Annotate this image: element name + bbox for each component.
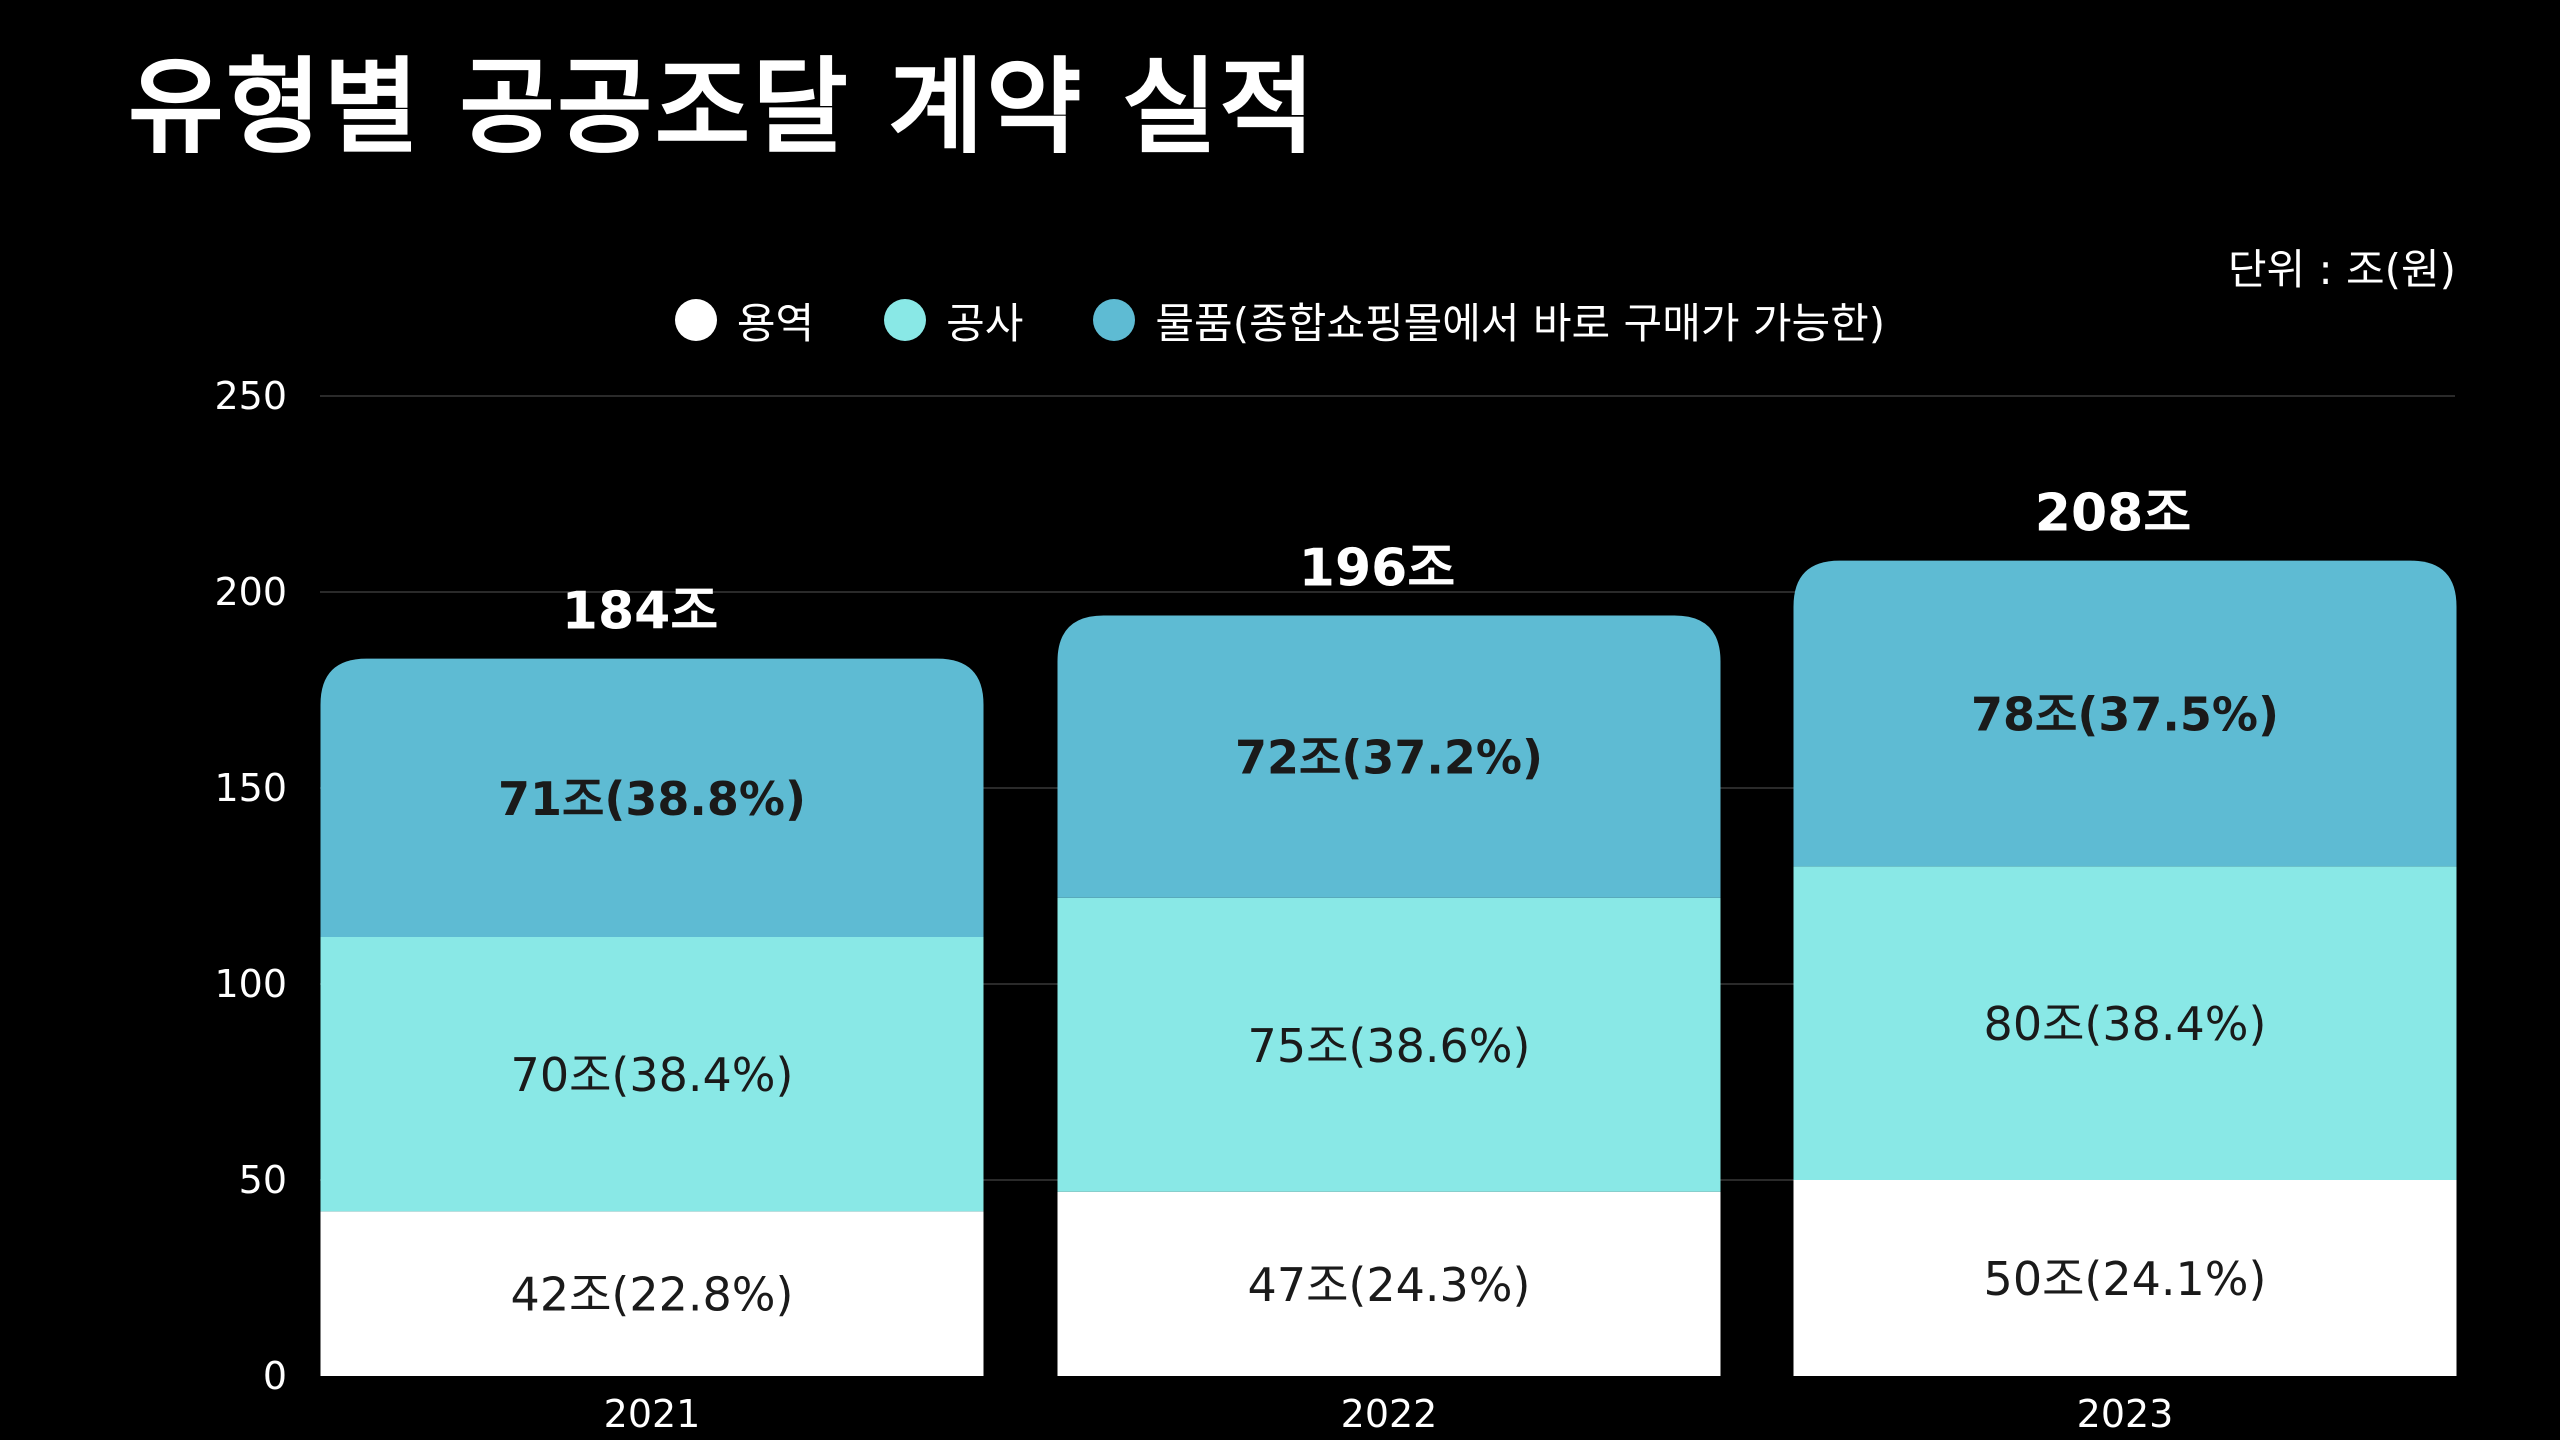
legend-swatch-goods bbox=[1093, 299, 1136, 341]
bar-segment bbox=[1057, 897, 1721, 1192]
y-tick-label: 100 bbox=[214, 962, 287, 1006]
data-label: 71조(38.8%) bbox=[498, 772, 806, 826]
bar-segment bbox=[320, 936, 984, 1212]
bar-segment bbox=[1793, 1180, 2457, 1376]
unit-label: 단위 : 조(원) bbox=[2227, 245, 2456, 294]
legend-item-construction: 공사 bbox=[884, 290, 1023, 351]
legend-swatch-construction bbox=[884, 299, 927, 341]
chart-legend: 용역 공사 물품(종합쇼핑몰에서 바로 구매가 가능한) bbox=[0, 290, 2560, 350]
legend-swatch-service bbox=[674, 299, 717, 341]
data-label: 47조(24.3%) bbox=[1248, 1258, 1531, 1312]
legend-label-service: 용역 bbox=[736, 298, 815, 348]
bar-segment bbox=[1057, 615, 1721, 898]
bar-segment bbox=[320, 1211, 984, 1376]
bar-segment bbox=[1793, 560, 2457, 867]
bar-segment bbox=[320, 658, 984, 937]
x-tick-label: 2021 bbox=[604, 1392, 701, 1436]
legend-label-construction: 공사 bbox=[946, 298, 1024, 348]
y-tick-label: 200 bbox=[214, 570, 287, 614]
y-tick-label: 50 bbox=[239, 1158, 287, 1202]
data-label: 80조(38.4%) bbox=[1984, 997, 2267, 1051]
y-tick-label: 0 bbox=[263, 1354, 287, 1398]
legend-label-goods: 물품(종합쇼핑몰에서 바로 구매가 가능한) bbox=[1155, 298, 1886, 348]
data-label: 50조(24.1%) bbox=[1984, 1252, 2267, 1306]
bar-segment bbox=[1057, 1191, 1721, 1376]
y-tick-label: 150 bbox=[214, 766, 287, 810]
x-tick-label: 2022 bbox=[1341, 1392, 1438, 1436]
total-label: 196조 bbox=[1299, 539, 1455, 599]
total-label: 184조 bbox=[562, 582, 718, 642]
data-label: 72조(37.2%) bbox=[1235, 731, 1543, 785]
data-label: 70조(38.4%) bbox=[511, 1048, 794, 1102]
bar-segment bbox=[1793, 866, 2457, 1180]
legend-item-service: 용역 bbox=[674, 290, 815, 351]
total-label: 208조 bbox=[2035, 484, 2191, 544]
page-title: 유형별 공공조달 계약 실적 bbox=[128, 46, 1318, 168]
legend-item-goods: 물품(종합쇼핑몰에서 바로 구매가 가능한) bbox=[1093, 290, 1885, 351]
data-label: 78조(37.5%) bbox=[1971, 688, 2279, 742]
data-label: 75조(38.6%) bbox=[1248, 1019, 1531, 1073]
y-tick-label: 250 bbox=[214, 374, 287, 418]
x-tick-label: 2023 bbox=[2077, 1392, 2174, 1436]
data-label: 42조(22.8%) bbox=[511, 1268, 794, 1322]
